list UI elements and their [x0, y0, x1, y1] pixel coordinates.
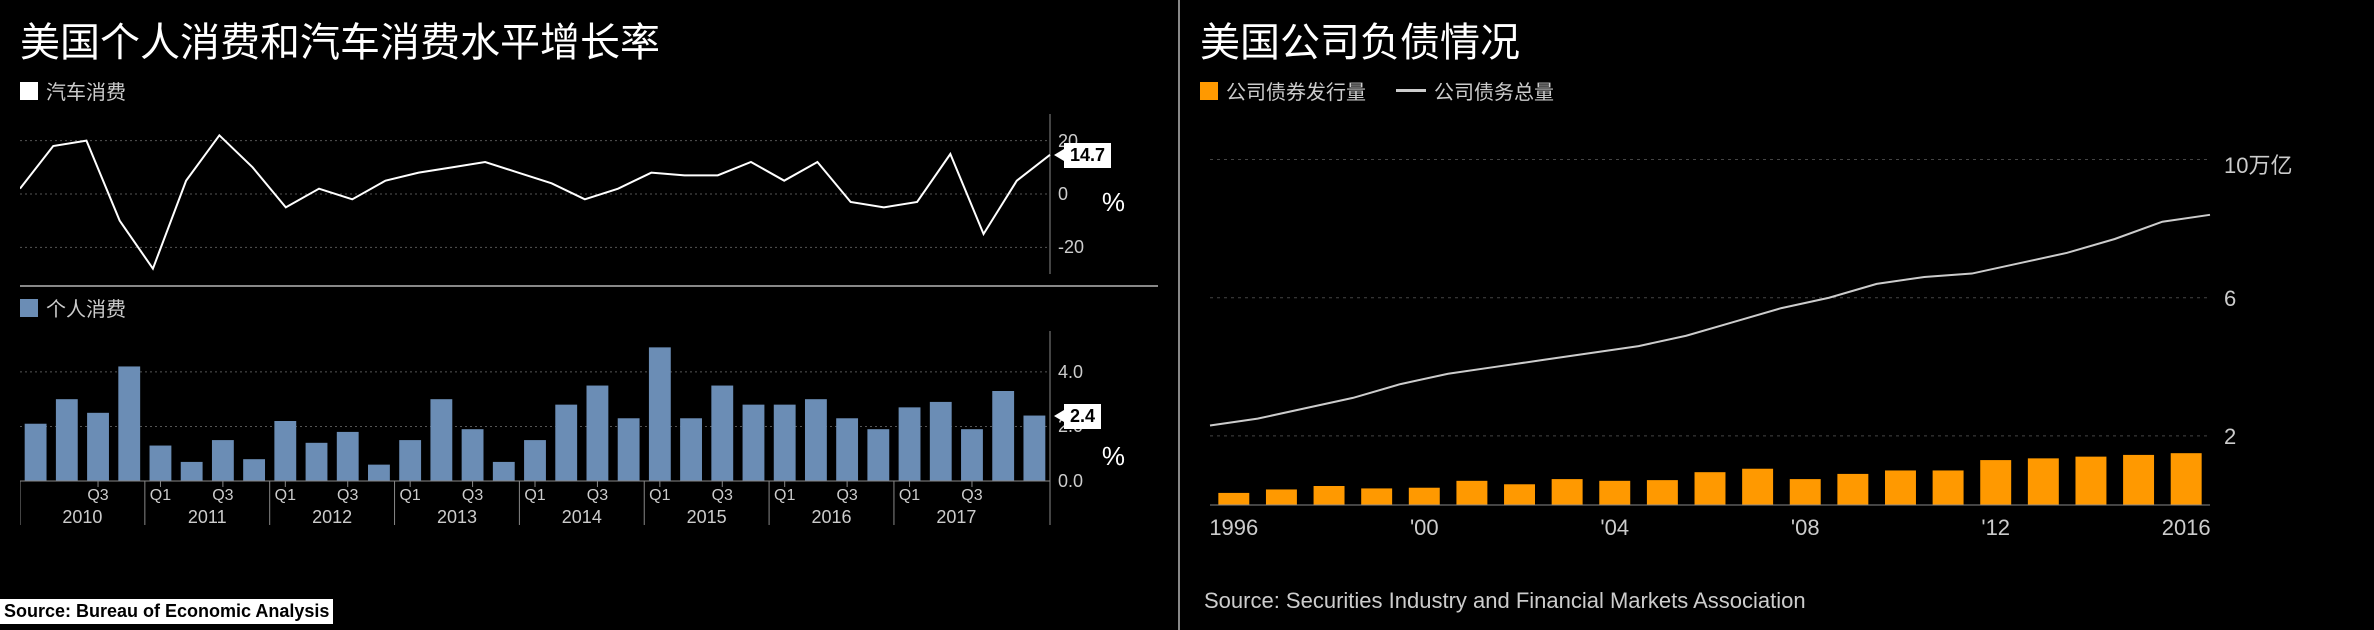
legend-auto: 汽车消费	[20, 76, 126, 105]
bottom-legend: 个人消费	[20, 293, 1158, 322]
legend-label: 公司债券发行量	[1226, 76, 1366, 105]
left-panel: 美国个人消费和汽车消费水平增长率 汽车消费 -20020 % 14.7 个人消费…	[0, 0, 1180, 630]
top-end-badge: 14.7	[1064, 143, 1111, 168]
right-legend: 公司债券发行量 公司债务总量	[1200, 76, 2354, 105]
legend-personal: 个人消费	[20, 293, 126, 322]
bottom-end-badge: 2.4	[1064, 404, 1101, 429]
bottom-chart: 0.02.04.0 % 2.4 Q3Q1Q3Q1Q3Q1Q3Q1Q3Q1Q3Q1…	[20, 326, 1120, 526]
legend-label: 公司债务总量	[1434, 76, 1554, 105]
top-unit: %	[1102, 187, 1125, 218]
right-panel: 美国公司负债情况 公司债券发行量 公司债务总量 2610万亿 1996'00'04…	[1180, 0, 2374, 630]
top-chart-svg	[20, 109, 1120, 279]
legend-item: 公司债务总量	[1396, 76, 1554, 105]
legend-item: 公司债券发行量	[1200, 76, 1366, 105]
bottom-unit: %	[1102, 441, 1125, 472]
left-source: Source: Bureau of Economic Analysis	[0, 599, 333, 624]
legend-swatch	[20, 299, 38, 317]
right-chart: 2610万亿 1996'00'04'08'122016	[1200, 115, 2330, 545]
bottom-chart-svg	[20, 326, 1120, 526]
top-chart: -20020 % 14.7	[20, 109, 1120, 279]
legend-label: 汽车消费	[46, 76, 126, 105]
right-title: 美国公司负债情况	[1200, 10, 2354, 68]
left-title: 美国个人消费和汽车消费水平增长率	[20, 10, 1158, 68]
top-legend: 汽车消费	[20, 76, 1158, 105]
legend-swatch	[1396, 89, 1426, 92]
legend-label: 个人消费	[46, 293, 126, 322]
legend-swatch	[1200, 82, 1218, 100]
right-chart-svg	[1200, 115, 2330, 545]
right-source: Source: Securities Industry and Financia…	[1200, 586, 1810, 616]
legend-swatch	[20, 82, 38, 100]
